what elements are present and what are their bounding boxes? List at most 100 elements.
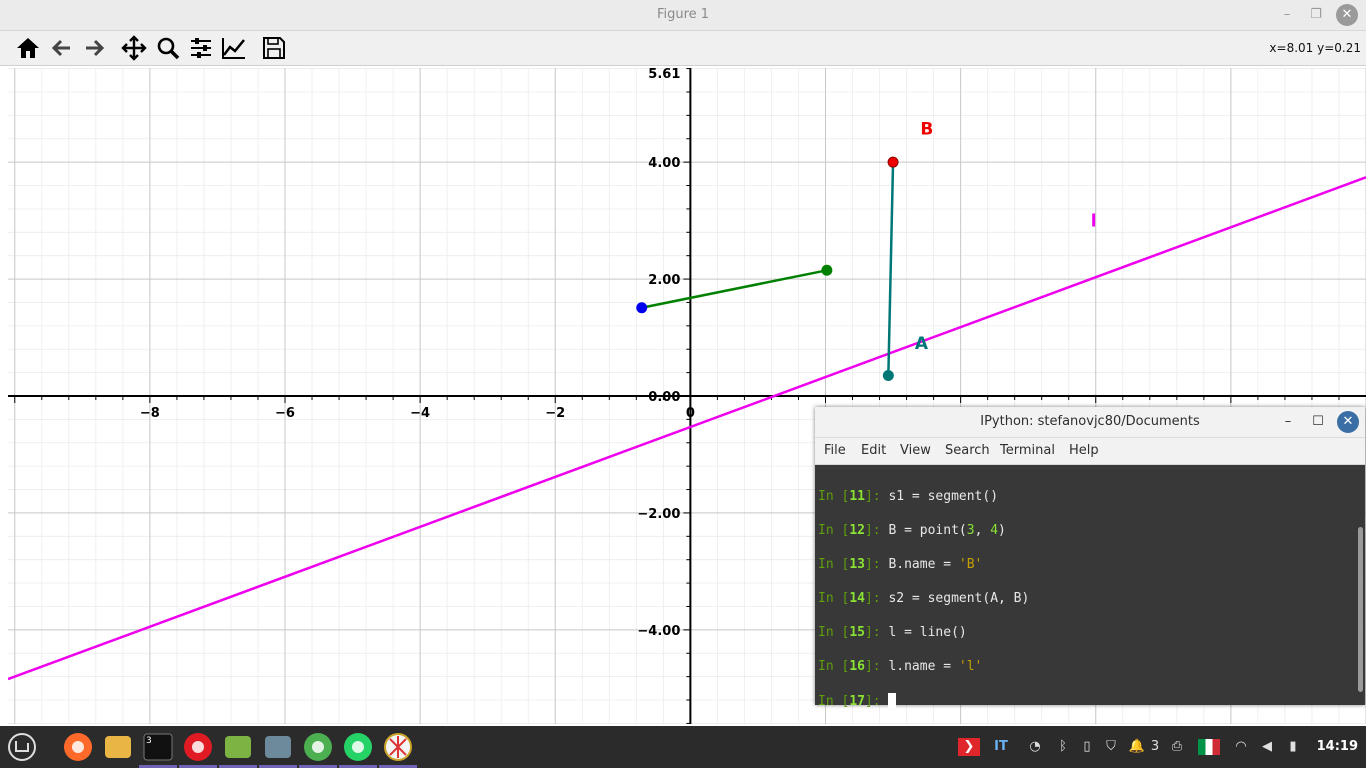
shield-icon[interactable]: ⛉ bbox=[1106, 739, 1116, 754]
taskbar-app[interactable] bbox=[302, 731, 334, 763]
y-tick-label: −2.00 bbox=[637, 507, 680, 522]
prompt-in: In [ bbox=[818, 694, 850, 709]
y-tick-label: −4.00 bbox=[637, 624, 680, 639]
taskbar-app[interactable] bbox=[62, 731, 94, 763]
anydesk-icon[interactable]: ❯ bbox=[958, 738, 980, 756]
edit-axis-button[interactable] bbox=[220, 35, 248, 61]
bluetooth-icon[interactable]: ᛒ bbox=[1059, 739, 1067, 754]
firefox-icon bbox=[64, 733, 92, 761]
minimize-button[interactable]: – bbox=[1283, 7, 1291, 22]
taskbar-app[interactable] bbox=[382, 731, 414, 763]
segment-s1 bbox=[641, 269, 828, 309]
prompt-close: ]: bbox=[864, 523, 889, 538]
code-token: ) bbox=[998, 523, 1006, 538]
cursor-coordinates: x=8.01 y=0.21 bbox=[1269, 41, 1361, 55]
menu-view[interactable]: View bbox=[900, 443, 931, 458]
home-icon bbox=[17, 38, 39, 58]
terminal-icon: 3 bbox=[143, 733, 173, 761]
menu-edit[interactable]: Edit bbox=[861, 443, 887, 458]
prompt-close: ]: bbox=[864, 557, 889, 572]
prompt-in: In [ bbox=[818, 523, 850, 538]
terminal-line: In [14]: s2 = segment(A, B) bbox=[818, 591, 1029, 606]
prompt-close: ]: bbox=[864, 591, 889, 606]
terminal-maximize-button[interactable]: ☐ bbox=[1312, 414, 1324, 429]
menu-search[interactable]: Search bbox=[945, 443, 990, 458]
chrome-icon bbox=[304, 733, 332, 761]
prompt-number: 11 bbox=[849, 489, 865, 504]
taskbar-app[interactable] bbox=[102, 731, 134, 763]
window-title: Figure 1 bbox=[656, 7, 710, 22]
prompt-close: ]: bbox=[864, 489, 889, 504]
terminal-title: IPython: stefanovjc80/Documents bbox=[980, 414, 1200, 429]
mintinstall-icon bbox=[225, 736, 251, 758]
printer-icon[interactable]: ⎙ bbox=[1171, 739, 1183, 754]
maximize-button[interactable]: ❐ bbox=[1310, 7, 1322, 22]
terminal-line: In [15]: l = line() bbox=[818, 625, 967, 640]
y-tick-label: 5.61 bbox=[648, 68, 680, 82]
terminal-window[interactable]: IPython: stefanovjc80/Documents – ☐ ✕ Fi… bbox=[815, 407, 1365, 709]
terminal-line: In [16]: l.name = 'l' bbox=[818, 659, 982, 674]
taskbar-app[interactable]: 3 bbox=[142, 731, 174, 763]
clock[interactable]: 14:19 bbox=[1316, 739, 1358, 754]
terminal-line: In [11]: s1 = segment() bbox=[818, 489, 998, 504]
whatsapp-tray-icon[interactable]: ◔ bbox=[1029, 739, 1041, 754]
menu-terminal[interactable]: Terminal bbox=[1000, 443, 1055, 458]
code-token: s2 = segment(A, B) bbox=[888, 591, 1030, 606]
x-tick-label: −4 bbox=[410, 406, 430, 421]
save-button[interactable] bbox=[260, 35, 288, 61]
label-A: A bbox=[915, 334, 929, 354]
battery-icon[interactable]: ▮ bbox=[1289, 739, 1297, 754]
prompt-close: ]: bbox=[864, 659, 889, 674]
edit-axis-icon bbox=[222, 38, 245, 59]
clipboard-icon[interactable]: ▯ bbox=[1083, 739, 1091, 754]
configure-subplots-button[interactable] bbox=[187, 35, 215, 61]
label-l: l bbox=[1091, 211, 1097, 231]
app-running-indicator bbox=[139, 765, 177, 768]
taskbar-app[interactable] bbox=[262, 731, 294, 763]
y-tick-label: 2.00 bbox=[648, 273, 680, 288]
terminal-close-button[interactable]: ✕ bbox=[1337, 411, 1359, 433]
prompt-number: 14 bbox=[849, 591, 865, 606]
code-token: l.name = bbox=[888, 659, 959, 674]
configure-subplots-icon bbox=[191, 38, 211, 58]
app-running-indicator bbox=[339, 765, 377, 768]
text-cursor bbox=[888, 693, 897, 708]
taskbar-app[interactable] bbox=[342, 731, 374, 763]
close-button[interactable]: ✕ bbox=[1336, 4, 1358, 26]
home-button[interactable] bbox=[14, 35, 42, 61]
forward-button[interactable] bbox=[80, 35, 108, 61]
taskbar-app[interactable] bbox=[222, 731, 254, 763]
window-titlebar: Figure 1 – ❐ ✕ bbox=[0, 0, 1366, 31]
prompt-close: ]: bbox=[864, 625, 889, 640]
menu-file[interactable]: File bbox=[824, 443, 846, 458]
wifi-icon[interactable]: ◠ bbox=[1235, 739, 1247, 754]
code-token: 'B' bbox=[958, 557, 983, 572]
terminal-minimize-button[interactable]: – bbox=[1284, 414, 1292, 429]
whatsapp-icon bbox=[344, 733, 372, 761]
taskbar-app[interactable] bbox=[6, 731, 38, 763]
flag-italy-icon[interactable] bbox=[1198, 739, 1220, 755]
prompt-number: 16 bbox=[849, 659, 865, 674]
prompt-in: In [ bbox=[818, 591, 850, 606]
x-tick-label: 0 bbox=[686, 406, 695, 421]
terminal-titlebar[interactable]: IPython: stefanovjc80/Documents – ☐ ✕ bbox=[815, 407, 1365, 438]
terminal-scrollbar[interactable] bbox=[1358, 527, 1363, 692]
pan-button[interactable] bbox=[120, 35, 148, 61]
segment-s2 bbox=[887, 162, 895, 376]
zoom-button[interactable] bbox=[154, 35, 182, 61]
terminal-line: In [17]: bbox=[818, 693, 897, 709]
screen-icon bbox=[265, 736, 291, 758]
x-tick-label: −6 bbox=[275, 406, 295, 421]
notifications-icon[interactable]: 🔔 bbox=[1128, 739, 1146, 754]
taskbar-app[interactable] bbox=[182, 731, 214, 763]
app-running-indicator bbox=[219, 765, 257, 768]
volume-icon[interactable]: ◀ bbox=[1262, 739, 1272, 754]
y-tick-label: 0.00 bbox=[648, 390, 680, 405]
terminal-line: In [12]: B = point(3, 4) bbox=[818, 523, 1006, 538]
figure-toolbar: x=8.01 y=0.21 bbox=[0, 31, 1366, 66]
back-button[interactable] bbox=[48, 35, 76, 61]
keyboard-layout[interactable]: IT bbox=[994, 739, 1008, 754]
x-tick-label: −2 bbox=[545, 406, 565, 421]
menu-help[interactable]: Help bbox=[1069, 443, 1099, 458]
terminal-output[interactable]: In [11]: s1 = segment() In [12]: B = poin… bbox=[815, 465, 1355, 709]
